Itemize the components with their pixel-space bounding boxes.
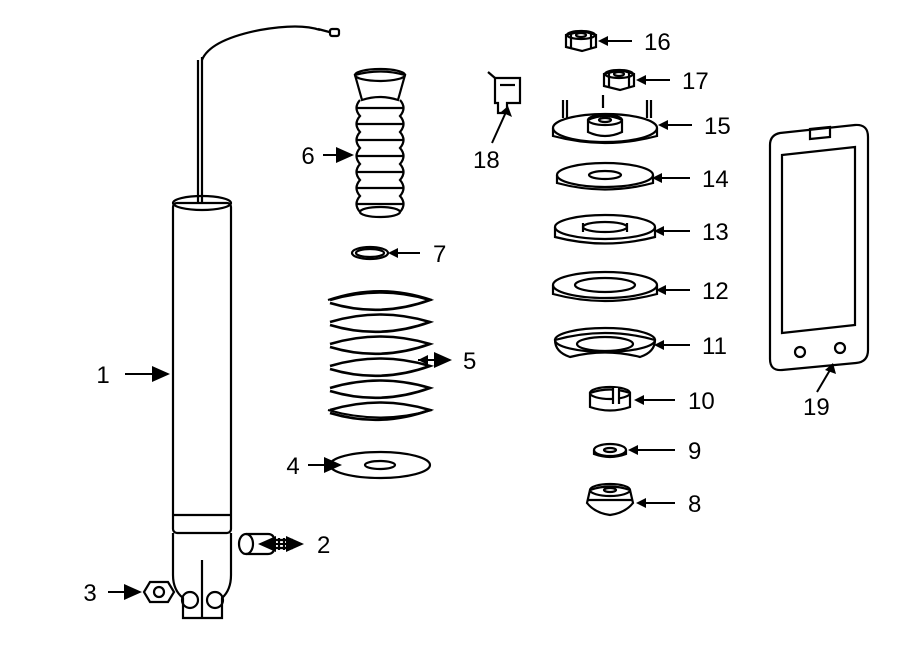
part-19-module bbox=[770, 125, 868, 370]
callout-label-12: 12 bbox=[702, 278, 729, 305]
part-5-coil-spring bbox=[328, 291, 432, 420]
callout-label-2: 2 bbox=[317, 532, 330, 559]
part-15-strut-mount bbox=[553, 95, 657, 143]
callout-label-18: 18 bbox=[473, 147, 500, 174]
callout-label-13: 13 bbox=[702, 219, 729, 246]
callout-label-16: 16 bbox=[644, 29, 671, 56]
part-1-shock-absorber bbox=[173, 27, 339, 619]
callout-label-8: 8 bbox=[688, 491, 701, 518]
part-9-washer bbox=[594, 444, 626, 457]
callout-label-11: 11 bbox=[702, 333, 727, 360]
callout-label-9: 9 bbox=[688, 438, 701, 465]
part-11-seat bbox=[555, 328, 655, 357]
callout-label-15: 15 bbox=[704, 113, 731, 140]
part-16-nut bbox=[566, 31, 596, 51]
callout-label-1: 1 bbox=[96, 362, 109, 389]
part-18-clip bbox=[488, 72, 520, 113]
part-6-dust-boot bbox=[355, 69, 405, 217]
callouts: 1 2 3 4 5 6 7 8 9 10 bbox=[83, 29, 836, 607]
parts-diagram: 1 2 3 4 5 6 7 8 9 10 bbox=[0, 0, 900, 661]
part-13-bearing bbox=[555, 215, 655, 244]
part-8-bumper bbox=[587, 484, 633, 515]
part-12-insulator bbox=[553, 272, 657, 301]
part-10-collar bbox=[590, 387, 630, 411]
callout-label-14: 14 bbox=[702, 166, 729, 193]
part-4-lower-seat bbox=[330, 452, 430, 478]
callout-label-6: 6 bbox=[301, 143, 314, 170]
callout-label-17: 17 bbox=[682, 68, 709, 95]
callout-label-19: 19 bbox=[803, 394, 830, 421]
callout-label-10: 10 bbox=[688, 388, 715, 415]
part-7-o-ring bbox=[352, 247, 388, 259]
callout-label-7: 7 bbox=[433, 241, 446, 268]
callout-label-3: 3 bbox=[83, 580, 96, 607]
callout-label-5: 5 bbox=[463, 348, 476, 375]
callout-label-4: 4 bbox=[286, 453, 299, 480]
part-14-upper-seat bbox=[557, 163, 653, 190]
part-17-nut bbox=[604, 70, 634, 90]
part-3-nut bbox=[144, 582, 174, 602]
